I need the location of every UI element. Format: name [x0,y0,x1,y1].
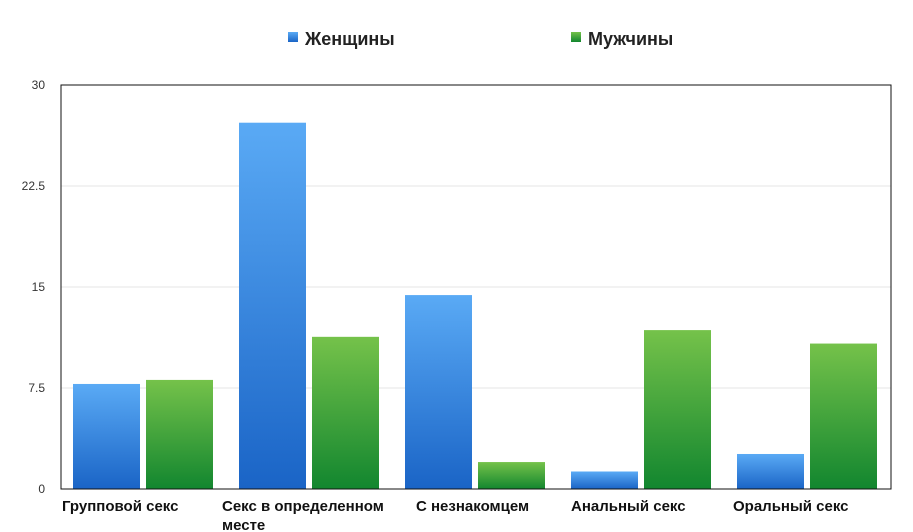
gridlines [61,185,891,389]
bar-women-0 [73,383,140,489]
legend-label-men: Мужчины [588,29,673,49]
bar-men-4 [810,343,877,489]
x-category-label: Оральный секс [733,498,849,515]
bar-men-2 [478,462,545,489]
bars [73,122,877,489]
y-axis-ticks: 0 7.5 15 22.5 30 [22,78,46,496]
legend: Женщины Мужчины [288,29,673,49]
bar-women-2 [405,295,472,489]
y-tick-label: 0 [38,482,45,496]
y-tick-label: 22.5 [22,179,46,193]
x-category-label: Секс в определенном месте [222,498,384,532]
plot-area-frame [60,84,892,490]
bar-women-1 [239,122,306,489]
x-category-label: Анальный секс [571,498,686,515]
x-axis-category-labels: Групповой секс Секс в определенном месте С … [62,498,849,532]
y-tick-label: 30 [32,78,46,92]
y-tick-label: 15 [32,280,46,294]
bar-women-4 [737,453,804,489]
legend-label-women: Женщины [304,29,395,49]
legend-swatch-women [288,32,298,42]
x-category-label: С незнакомцем [416,498,529,515]
y-tick-label: 7.5 [28,381,45,395]
bar-men-1 [312,336,379,489]
legend-swatch-men [571,32,581,42]
bar-men-3 [644,330,711,489]
bar-men-0 [146,379,213,489]
x-category-label: Групповой секс [62,498,178,515]
bar-women-3 [571,471,638,489]
